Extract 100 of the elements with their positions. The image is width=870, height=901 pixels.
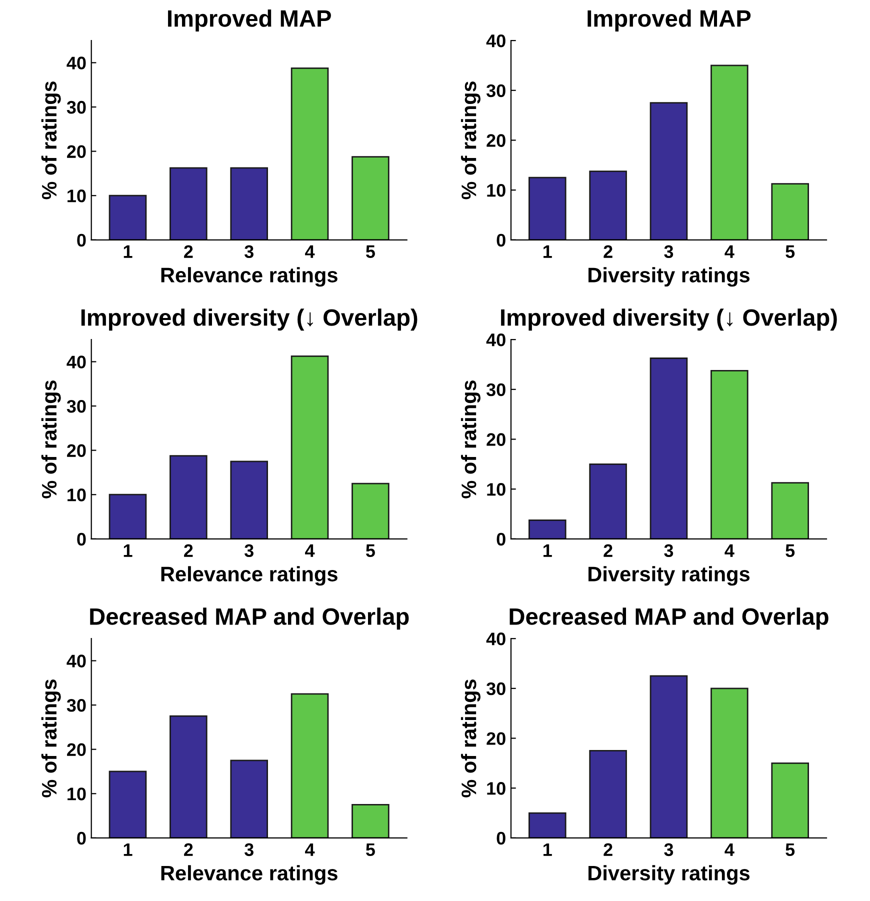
- y-tick-label: 10: [68, 190, 86, 202]
- x-tick-label: 4: [724, 843, 734, 856]
- bar: [650, 102, 688, 240]
- y-tick-label: 10: [68, 788, 86, 800]
- bar: [352, 482, 390, 539]
- y-tick-label: 40: [66, 356, 86, 368]
- x-tick-label: 3: [244, 843, 254, 856]
- bar: [230, 760, 268, 838]
- x-tick-label: 4: [724, 544, 734, 557]
- y-tick-label: 0: [77, 532, 86, 546]
- bar: [108, 194, 147, 240]
- x-tick-label: 2: [604, 544, 612, 557]
- bar: [650, 358, 688, 539]
- x-tick-label: 1: [124, 245, 132, 258]
- x-axis-title: Relevance ratings: [161, 566, 338, 586]
- x-tick-label: 1: [124, 544, 132, 557]
- bar: [352, 804, 390, 838]
- x-tick-label: 5: [786, 843, 795, 856]
- x-tick-label: 4: [305, 245, 315, 258]
- y-tick-label: 30: [486, 383, 506, 396]
- x-tick-label: 5: [366, 245, 375, 258]
- x-tick-label: 1: [124, 843, 132, 856]
- x-tick-label: 3: [664, 843, 674, 856]
- y-tick-label: 0: [77, 234, 86, 247]
- y-tick-label: 10: [487, 782, 506, 795]
- y-tick-label: 30: [486, 84, 506, 98]
- bar: [290, 68, 329, 240]
- y-tick-label: 20: [486, 732, 506, 745]
- y-tick-label: 40: [66, 654, 86, 668]
- chart-title: Decreased MAP and Overlap: [510, 608, 828, 630]
- y-tick-label: 40: [486, 334, 506, 346]
- bar: [710, 688, 748, 838]
- y-tick-label: 30: [486, 682, 506, 696]
- y-tick-label: 20: [486, 433, 506, 446]
- x-axis-title: Relevance ratings: [161, 267, 338, 287]
- y-tick-label: 0: [496, 532, 506, 546]
- y-axis-title: % of ratings: [41, 679, 61, 798]
- y-axis-title: % of ratings: [41, 380, 61, 498]
- bar: [771, 762, 809, 838]
- x-axis-title: Relevance ratings: [161, 865, 338, 885]
- x-axis-title: Diversity ratings: [588, 267, 750, 287]
- x-axis-title: Diversity ratings: [588, 865, 750, 885]
- bar: [290, 355, 329, 539]
- x-tick-label: 2: [604, 843, 612, 856]
- bar: [589, 463, 627, 539]
- bar: [710, 64, 748, 240]
- bar: [170, 455, 208, 539]
- chart-title: Improved diversity (↓ Overlap): [81, 308, 418, 331]
- x-tick-label: 2: [184, 544, 193, 557]
- y-tick-label: 0: [496, 832, 506, 845]
- x-tick-label: 1: [544, 245, 552, 258]
- bar: [771, 183, 809, 240]
- y-axis-title: % of ratings: [460, 679, 480, 798]
- y-tick-label: 20: [486, 134, 506, 147]
- bar: [108, 770, 147, 838]
- chart-title: Improved MAP: [588, 10, 751, 32]
- y-tick-label: 10: [487, 184, 506, 197]
- x-tick-label: 5: [366, 544, 375, 558]
- bar: [589, 170, 627, 240]
- y-tick-label: 10: [68, 488, 86, 502]
- x-tick-label: 3: [244, 245, 254, 258]
- bar: [771, 482, 809, 539]
- bar: [528, 520, 566, 539]
- x-tick-label: 1: [544, 843, 552, 856]
- x-axis-title: Diversity ratings: [588, 566, 750, 586]
- x-tick-label: 3: [664, 544, 674, 558]
- x-tick-label: 4: [305, 544, 315, 557]
- bar: [528, 812, 566, 838]
- bar: [290, 693, 329, 838]
- chart-title: Decreased MAP and Overlap: [90, 608, 409, 630]
- y-tick-label: 20: [67, 145, 86, 158]
- y-axis-title: % of ratings: [41, 81, 61, 200]
- y-tick-label: 40: [486, 34, 506, 48]
- y-tick-label: 30: [66, 698, 86, 712]
- bar: [170, 167, 208, 240]
- y-tick-label: 20: [67, 444, 86, 458]
- x-tick-label: 2: [184, 245, 193, 258]
- x-tick-label: 4: [724, 245, 734, 258]
- y-axis-title: % of ratings: [460, 380, 480, 498]
- bar: [528, 176, 566, 240]
- chart-title: Improved diversity (↓ Overlap): [501, 308, 837, 331]
- x-tick-label: 5: [366, 843, 375, 856]
- y-tick-label: 40: [486, 632, 506, 646]
- bar: [108, 494, 147, 539]
- bar: [170, 715, 208, 838]
- bar: [710, 370, 748, 539]
- x-tick-label: 3: [664, 245, 674, 258]
- y-tick-label: 30: [66, 400, 86, 413]
- x-tick-label: 3: [244, 544, 254, 558]
- x-tick-label: 2: [604, 245, 612, 258]
- x-tick-label: 5: [786, 245, 795, 258]
- x-tick-label: 1: [544, 544, 552, 557]
- x-tick-label: 4: [305, 843, 315, 856]
- y-tick-label: 0: [496, 234, 506, 247]
- bar: [589, 750, 627, 838]
- x-tick-label: 2: [184, 843, 193, 856]
- bar: [230, 167, 268, 240]
- bar: [230, 460, 268, 539]
- y-tick-label: 40: [66, 56, 86, 70]
- chart-title: Improved MAP: [168, 10, 331, 32]
